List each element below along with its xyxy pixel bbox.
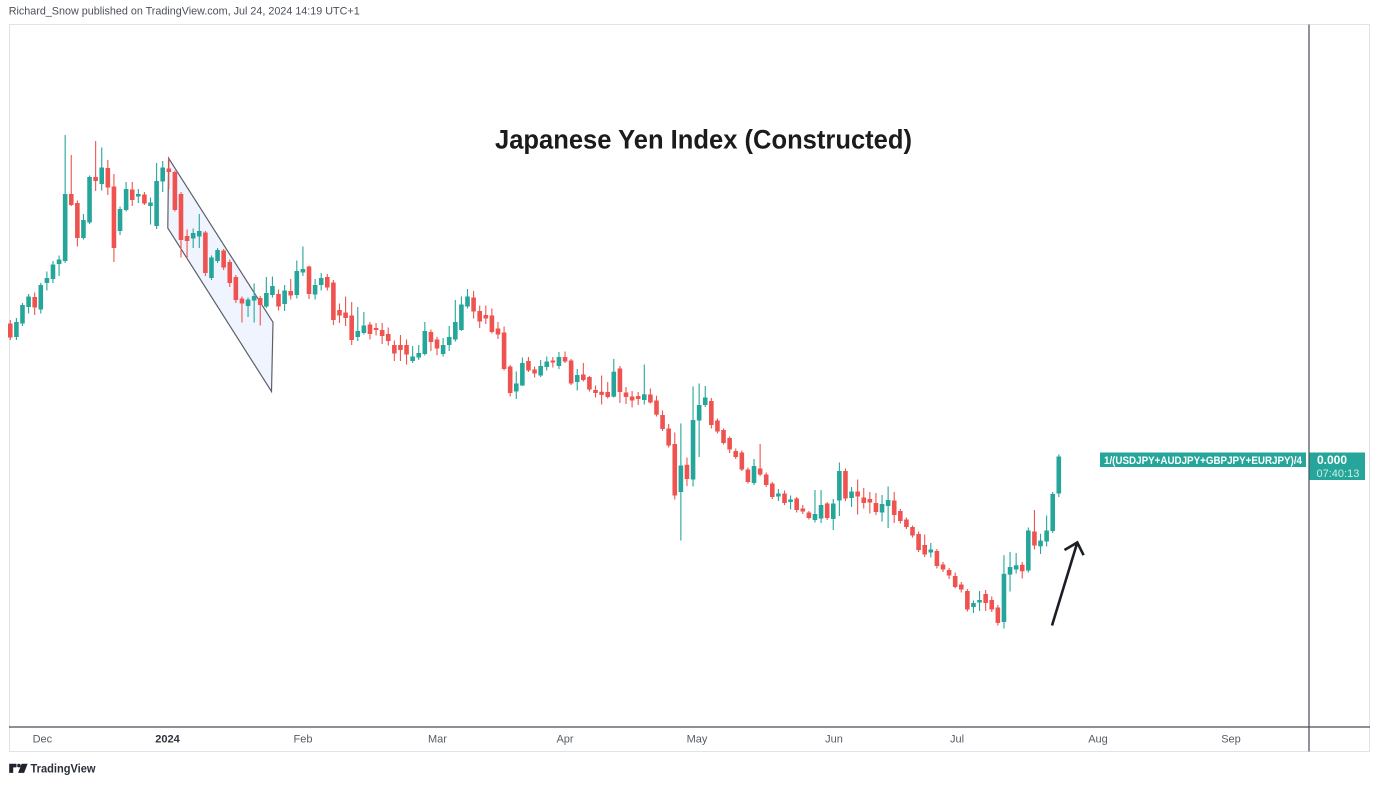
svg-text:TradingView: TradingView [31,761,96,775]
svg-text:2024: 2024 [155,734,180,746]
svg-text:Jul: Jul [950,734,964,746]
svg-text:Feb: Feb [294,734,313,746]
svg-text:May: May [687,734,708,746]
svg-text:Sep: Sep [1221,734,1241,746]
svg-text:Richard_Snow published on Trad: Richard_Snow published on TradingView.co… [9,6,360,18]
svg-text:1/(USDJPY+AUDJPY+GBPJPY+EURJPY: 1/(USDJPY+AUDJPY+GBPJPY+EURJPY)/4 [1104,455,1303,467]
svg-text:Mar: Mar [428,734,447,746]
svg-text:07:40:13: 07:40:13 [1317,468,1360,480]
svg-text:0.000: 0.000 [1317,453,1347,467]
svg-text:Apr: Apr [556,734,573,746]
svg-text:Aug: Aug [1088,734,1108,746]
svg-text:Japanese Yen Index (Constructe: Japanese Yen Index (Constructed) [495,125,912,155]
svg-text:Jun: Jun [825,734,843,746]
svg-text:Dec: Dec [33,734,53,746]
